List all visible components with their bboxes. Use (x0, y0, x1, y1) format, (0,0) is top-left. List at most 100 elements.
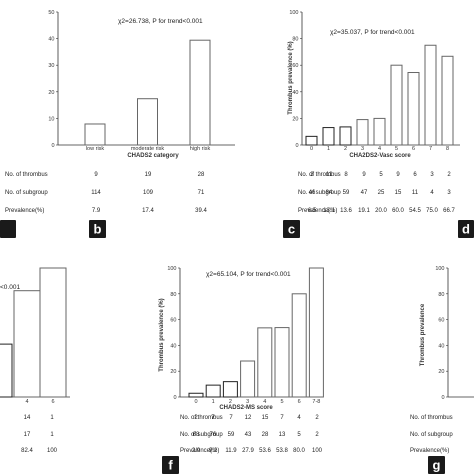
bar-b-0 (84, 123, 106, 146)
table-cell-c: 15 (395, 190, 402, 196)
table-cell-f: 7 (211, 415, 215, 421)
panel-letter-box-c (283, 220, 300, 238)
y-tick-label-g: 100 (435, 266, 444, 272)
y-tick-label-c: 40 (292, 90, 298, 96)
table-cell-c: 3 (447, 190, 451, 196)
table-cell-f: 53.6 (259, 448, 271, 454)
table-cell-b: 9 (94, 172, 98, 178)
table-cell-f: 2 (315, 415, 319, 421)
table-cell-c: 13.1 (323, 208, 335, 214)
y-tick-label-g: 40 (438, 343, 444, 349)
table-cell-b: 17.4 (142, 208, 154, 214)
x-tick-label-f: 5 (280, 399, 283, 405)
bar-c-1 (322, 127, 335, 146)
y-tick-label-f: 100 (167, 266, 176, 272)
table-cell-f: 2 (315, 432, 319, 438)
table-cell-f: 12 (245, 415, 252, 421)
y-axis-label-c: Thrombus prevalence (%) (288, 41, 294, 114)
table-cell-c: 8 (344, 172, 348, 178)
table-cell-c: 84 (326, 190, 333, 196)
table-cell-c: 9 (362, 172, 366, 178)
table-cell-f: 2.9 (192, 448, 201, 454)
panel-letter-box-a (0, 220, 16, 238)
bar-b-2 (189, 39, 211, 146)
table-row-label-f: Prevalence(%) (180, 448, 219, 454)
y-tick-label-b: 40 (48, 37, 54, 43)
table-cell-c: 13.6 (340, 208, 352, 214)
y-tick-label-b: 0 (51, 143, 54, 149)
x-tick-label-f: 7-8 (312, 399, 320, 405)
y-tick-label-g: 20 (438, 369, 444, 375)
table-cell-c: 2 (447, 172, 451, 178)
table-cell-c: 4 (430, 190, 434, 196)
y-axis-label-f: Thrombus prevalence (%) (159, 298, 165, 371)
x-axis-label-f: CHADS2-MS score (219, 405, 273, 411)
table-cell-c: 60.0 (392, 208, 404, 214)
stat-text-f: χ2=65.104, P for trend<0.001 (206, 271, 291, 278)
x-tick-label-c: 7 (429, 146, 432, 152)
table-cell-c: 47 (361, 190, 368, 196)
table-cell-e: 14 (24, 415, 31, 421)
y-tick-label-g: 0 (441, 395, 444, 401)
table-cell-c: 20.0 (375, 208, 387, 214)
table-cell-c: 6.5 (308, 208, 317, 214)
table-cell-c: 46 (309, 190, 316, 196)
table-cell-b: 114 (91, 190, 101, 196)
table-cell-f: 13 (279, 432, 286, 438)
bar-f-7 (308, 267, 324, 398)
bar-f-3 (240, 360, 256, 398)
x-tick-label-b: moderate risk (131, 146, 165, 152)
table-cell-e: 1 (50, 432, 54, 438)
stat-text-e: <0.001 (0, 284, 20, 291)
bar-c-0 (305, 135, 318, 146)
bar-c-3 (356, 119, 369, 146)
x-axis-label-b: CHADS2 category (127, 153, 179, 159)
bar-c-2 (339, 126, 352, 146)
table-cell-f: 53.8 (276, 448, 288, 454)
y-axis-label-g: Thrombus prevalence (420, 303, 426, 366)
table-cell-c: 75.0 (426, 208, 438, 214)
x-tick-label-f: 0 (194, 399, 197, 405)
table-cell-b: 71 (198, 190, 205, 196)
table-cell-c: 66.7 (443, 208, 455, 214)
table-cell-f: 76 (210, 432, 217, 438)
bar-f-5 (274, 327, 290, 398)
table-cell-c: 9 (396, 172, 400, 178)
y-tick-label-c: 80 (292, 37, 298, 43)
table-cell-e: 1 (50, 415, 54, 421)
table-cell-f: 68 (193, 432, 200, 438)
x-tick-label-c: 8 (446, 146, 449, 152)
table-cell-c: 59 (343, 190, 350, 196)
x-tick-label-c: 4 (378, 146, 381, 152)
table-row-label-c: Prevalence(%) (298, 208, 337, 214)
bar-e-partial (0, 343, 13, 398)
table-cell-f: 15 (262, 415, 269, 421)
bar-f-1 (205, 384, 221, 398)
bar-f-2 (222, 381, 238, 398)
bar-f-4 (257, 327, 273, 398)
y-tick-label-c: 100 (289, 10, 298, 16)
bar-b-1 (137, 98, 158, 146)
x-tick-label-f: 3 (246, 399, 249, 405)
x-axis-label-c: CHA2DS2-Vasc score (349, 153, 411, 159)
table-cell-c: 25 (378, 190, 385, 196)
table-cell-f: 5 (297, 432, 301, 438)
table-row-label-b: No. of thrombus (5, 172, 48, 178)
x-tick-label-b: high risk (190, 146, 211, 152)
table-row-label-b: No. of subgroup (5, 190, 48, 196)
table-cell-c: 3 (310, 172, 314, 178)
bar-c-6 (407, 72, 420, 146)
table-row-label-f: No. of thrombus (180, 415, 223, 421)
bar-c-5 (390, 64, 403, 146)
table-row-label-c: No. of subgroup (298, 190, 341, 196)
table-cell-b: 19 (145, 172, 152, 178)
table-cell-f: 2 (194, 415, 198, 421)
x-tick-label-c: 2 (344, 146, 347, 152)
x-tick-label-f: 6 (298, 399, 301, 405)
panel-letter-box-d (458, 220, 474, 238)
bar-f-6 (291, 293, 307, 398)
y-tick-label-c: 0 (295, 143, 298, 149)
table-cell-f: 11.9 (225, 448, 237, 454)
table-cell-e: 17 (24, 432, 31, 438)
bar-e-1 (39, 267, 67, 398)
